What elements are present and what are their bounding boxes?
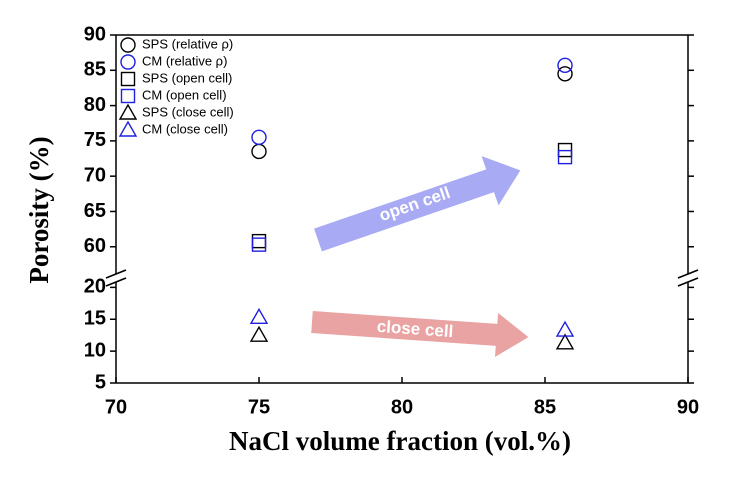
legend-marker	[120, 54, 136, 70]
y-tick-label: 60	[84, 235, 106, 257]
y-tick-label: 5	[95, 371, 106, 393]
marker	[251, 233, 267, 249]
marker	[555, 333, 575, 350]
y-tick-label: 65	[84, 200, 106, 222]
x-tick-label: 90	[677, 396, 699, 418]
legend-label: CM (open cell)	[142, 87, 227, 102]
marker	[249, 307, 269, 325]
marker	[557, 66, 573, 82]
y-tick-label: 70	[84, 164, 106, 186]
marker	[251, 237, 267, 252]
marker	[555, 320, 575, 337]
legend-label: SPS (relative ρ)	[142, 36, 233, 51]
legend-marker	[120, 71, 136, 87]
x-axis-label: NaCl volume fraction (vol.%)	[229, 426, 571, 456]
x-tick-label: 75	[248, 396, 270, 418]
x-tick-label: 80	[391, 396, 413, 418]
legend-label: SPS (close cell)	[142, 104, 234, 119]
legend-label: CM (close cell)	[142, 121, 228, 136]
y-tick-label: 85	[84, 59, 106, 81]
y-tick-label: 10	[84, 339, 106, 361]
axes-frame	[105, 34, 699, 384]
marker	[249, 325, 269, 342]
y-tick-label: 80	[84, 94, 106, 116]
legend-label: SPS (open cell)	[142, 70, 232, 85]
x-tick-label: 85	[534, 396, 556, 418]
legend-label: CM (relative ρ)	[142, 53, 227, 68]
open-cell-arrow	[314, 156, 521, 252]
marker	[557, 149, 573, 165]
y-axis-label: Porosity (%)	[24, 136, 54, 283]
y-tick-label: 90	[84, 23, 106, 45]
legend-marker	[118, 120, 138, 137]
y-tick-label: 20	[84, 276, 106, 298]
marker	[251, 129, 267, 146]
legend-marker	[120, 88, 136, 104]
legend-marker	[118, 103, 138, 120]
marker	[557, 57, 573, 74]
marker	[251, 143, 267, 160]
y-tick-label: 75	[84, 129, 106, 151]
close-cell-arrow	[311, 311, 529, 357]
legend-marker	[120, 37, 136, 53]
x-tick-label: 70	[105, 396, 127, 418]
y-tick-label: 15	[84, 308, 106, 330]
